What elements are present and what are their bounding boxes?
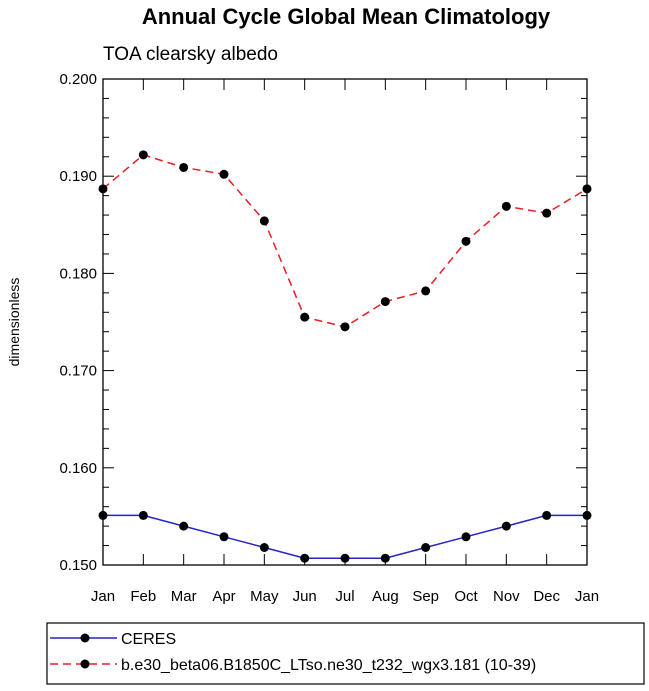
series-line [102, 153, 588, 328]
series-line [103, 514, 587, 559]
x-tick-label: Jul [335, 588, 354, 605]
legend-marker [80, 633, 90, 643]
plot-frame [102, 78, 588, 566]
x-tick-label: May [250, 588, 279, 605]
y-tick-label: 0.150 [59, 557, 97, 574]
x-tick-label: Jan [91, 588, 115, 605]
data-point [582, 184, 592, 194]
data-point [380, 553, 390, 563]
series-layer [98, 150, 592, 563]
y-tick-label: 0.170 [59, 363, 97, 380]
data-point [501, 201, 511, 211]
y-tick-label: 0.190 [59, 168, 97, 185]
data-point [582, 510, 592, 520]
legend-box [46, 622, 645, 685]
x-tick-label: Jan [575, 588, 599, 605]
x-tick-label: Nov [493, 588, 520, 605]
data-point [421, 286, 431, 296]
x-tick-label: Dec [533, 588, 560, 605]
x-tick-label: Oct [454, 588, 478, 605]
data-point [340, 553, 350, 563]
series-0 [98, 510, 592, 563]
x-tick-label: Sep [412, 588, 439, 605]
data-point [300, 312, 310, 322]
legend: CERES b.e30_beta06.B1850C_LTso.ne30_t232_… [46, 622, 645, 685]
y-tick-label: 0.180 [59, 265, 97, 282]
data-point [219, 532, 229, 542]
data-point [259, 216, 269, 226]
y-tick-label: 0.200 [59, 71, 97, 88]
chart-title: Annual Cycle Global Mean Climatology [142, 4, 551, 29]
data-point [461, 532, 471, 542]
data-point [138, 510, 148, 520]
data-point [300, 553, 310, 563]
x-tick-label: Feb [130, 588, 156, 605]
y-tick-label: 0.160 [59, 460, 97, 477]
chart-subtitle: TOA clearsky albedo [103, 44, 278, 65]
data-point [179, 521, 189, 531]
series-1 [98, 150, 592, 332]
x-tick-label: Jun [293, 588, 317, 605]
axes: 0.150 0.160 0.170 0.180 0.190 0.200 Jan Feb Mar A… [59, 71, 599, 605]
data-point [98, 184, 108, 194]
x-tick-label: Aug [372, 588, 399, 605]
y-axis-label: dimensionless [6, 278, 22, 367]
data-point [542, 510, 552, 520]
x-tick-label: Apr [212, 588, 235, 605]
data-point [421, 543, 431, 553]
data-point [542, 208, 552, 218]
data-point [461, 236, 471, 246]
data-point [219, 169, 229, 179]
legend-marker [80, 659, 90, 669]
data-point [179, 162, 189, 172]
data-point [259, 543, 269, 553]
legend-label: b.e30_beta06.B1850C_LTso.ne30_t232_wgx3.… [121, 657, 536, 674]
data-point [138, 150, 148, 160]
data-point [340, 322, 350, 332]
data-point [98, 510, 108, 520]
data-point [380, 297, 390, 307]
x-tick-label: Mar [171, 588, 197, 605]
data-point [501, 521, 511, 531]
legend-label: CERES [121, 631, 176, 648]
